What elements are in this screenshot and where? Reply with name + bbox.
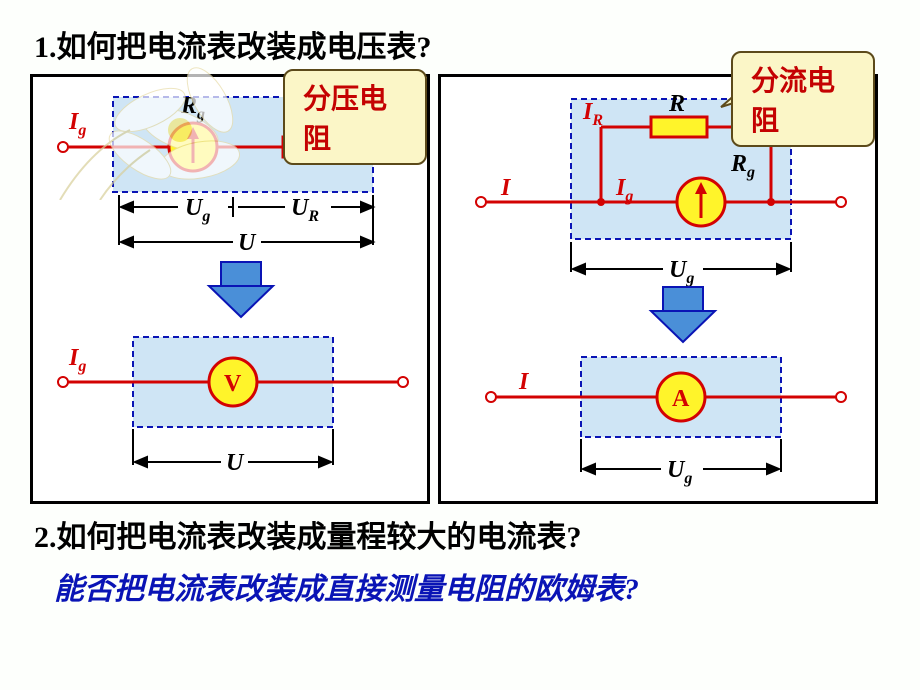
label-Ig-bot: Ig	[68, 345, 86, 375]
callout-current-shunt: 分流电阻	[731, 51, 875, 147]
label-Ug-bot-right: Ug	[667, 457, 692, 487]
decorative-flower-icon	[0, 0, 260, 200]
label-R-right: R	[668, 91, 685, 117]
question-3-text: 能否把电流表改装成直接测量电阻的欧姆表?	[0, 560, 920, 608]
label-U-top: U	[238, 230, 257, 256]
terminal	[476, 197, 486, 207]
callout-voltage-divider: 分压电阻	[283, 69, 427, 165]
terminal	[836, 197, 846, 207]
shunt-resistor-icon	[651, 117, 707, 137]
terminal	[836, 392, 846, 402]
junction	[767, 198, 775, 206]
voltmeter-letter: V	[224, 371, 242, 397]
question-2-title: 2.如何把电流表改装成量程较大的电流表?	[0, 504, 920, 560]
label-UR-dim: UR	[291, 195, 319, 225]
junction	[597, 198, 605, 206]
label-I: I	[500, 175, 512, 201]
label-I-bot: I	[518, 369, 530, 395]
down-arrow-right	[651, 287, 715, 342]
ammeter-letter: A	[672, 386, 690, 412]
label-U-bot: U	[226, 450, 245, 476]
right-panel: 分流电阻	[438, 74, 878, 504]
terminal	[486, 392, 496, 402]
down-arrow-left	[209, 262, 273, 317]
terminal	[58, 377, 68, 387]
label-Ug-right: Ug	[669, 257, 694, 287]
terminal	[398, 377, 408, 387]
